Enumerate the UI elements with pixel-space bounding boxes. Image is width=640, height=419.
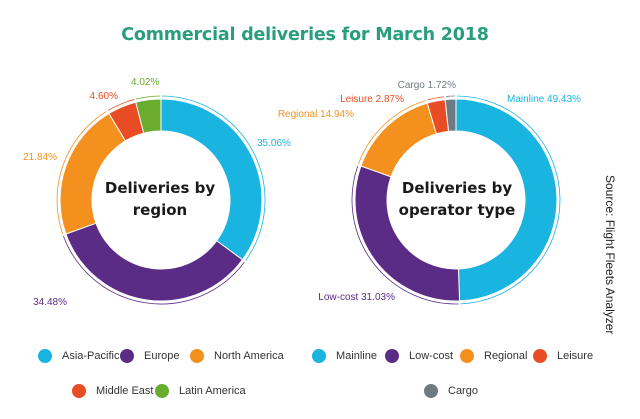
legend-swatch-icon	[72, 384, 86, 398]
slice-bracket	[162, 95, 266, 261]
slice-label: 34.48%	[33, 297, 67, 308]
region-center-line-1: Deliveries by	[104, 179, 216, 197]
slice-europe	[65, 222, 244, 302]
chart-title: Commercial deliveries for March 2018	[121, 25, 489, 45]
legend-swatch-icon	[533, 349, 547, 363]
legend-item-europe: Europe	[120, 349, 179, 363]
legend-label: Mainline	[336, 350, 377, 362]
operator-center-line-1: Deliveries by	[401, 179, 513, 197]
operator-center-line-2: operator type	[398, 201, 516, 219]
slice-label: 4.02%	[131, 77, 159, 88]
legend-item-middle-east: Middle East	[72, 384, 153, 398]
legend-item-low-cost: Low-cost	[385, 349, 453, 363]
legend-item-asia-pacific: Asia-Pacific	[38, 349, 119, 363]
slice-label: Mainline 49.43%	[507, 94, 581, 105]
region-center-line-2: region	[132, 201, 188, 219]
slice-label: Low-cost 31.03%	[318, 292, 395, 303]
legend-label: Cargo	[448, 385, 478, 397]
legend-label: Low-cost	[409, 350, 454, 362]
legend-label: Regional	[484, 350, 528, 362]
legend-item-cargo: Cargo	[424, 384, 478, 398]
slice-bracket	[63, 235, 245, 305]
legend-item-latin-america: Latin America	[155, 384, 246, 398]
legend-swatch-icon	[190, 349, 204, 363]
legend-swatch-icon	[120, 349, 134, 363]
legend-label: Middle East	[96, 385, 154, 397]
slice-bracket	[457, 95, 561, 305]
slice-label: Regional 14.94%	[278, 109, 354, 120]
slice-bracket	[135, 95, 160, 100]
slice-regional	[360, 102, 437, 178]
slice-bracket	[56, 111, 107, 235]
legend-swatch-icon	[460, 349, 474, 363]
slice-cargo	[444, 98, 457, 132]
slice-label: 35.06%	[257, 138, 291, 149]
slice-label: Cargo 1.72%	[398, 80, 456, 91]
legend-swatch-icon	[385, 349, 399, 363]
legend-swatch-icon	[155, 384, 169, 398]
legend-label: Europe	[144, 350, 180, 362]
legend-label: Latin America	[179, 385, 246, 397]
slice-label: 21.84%	[23, 152, 57, 163]
slice-bracket	[358, 100, 426, 165]
slice-bracket	[427, 96, 444, 101]
slice-label: Leisure 2.87%	[340, 94, 404, 105]
legend-swatch-icon	[312, 349, 326, 363]
slice-label: 4.60%	[90, 91, 118, 102]
slice-bracket	[351, 165, 459, 305]
region-center-label: Deliveries by region	[100, 177, 220, 221]
operator-center-label: Deliveries by operator type	[392, 177, 522, 221]
legend-label: North America	[214, 350, 284, 362]
slice-latin-america	[135, 98, 162, 134]
legend-label: Leisure	[557, 350, 594, 362]
legend-swatch-icon	[38, 349, 52, 363]
slice-bracket	[108, 99, 135, 111]
legend-item-leisure: Leisure	[533, 349, 593, 363]
legend-item-regional: Regional	[460, 349, 527, 363]
slice-mainline	[455, 98, 558, 302]
legend-item-north-america: North America	[190, 349, 284, 363]
source-note: Source: Flight Fleets Analyzer	[603, 175, 617, 335]
legend-swatch-icon	[424, 384, 438, 398]
legend-label: Asia-Pacific	[62, 350, 120, 362]
legend-item-mainline: Mainline	[312, 349, 377, 363]
slice-asia-pacific	[160, 98, 263, 261]
